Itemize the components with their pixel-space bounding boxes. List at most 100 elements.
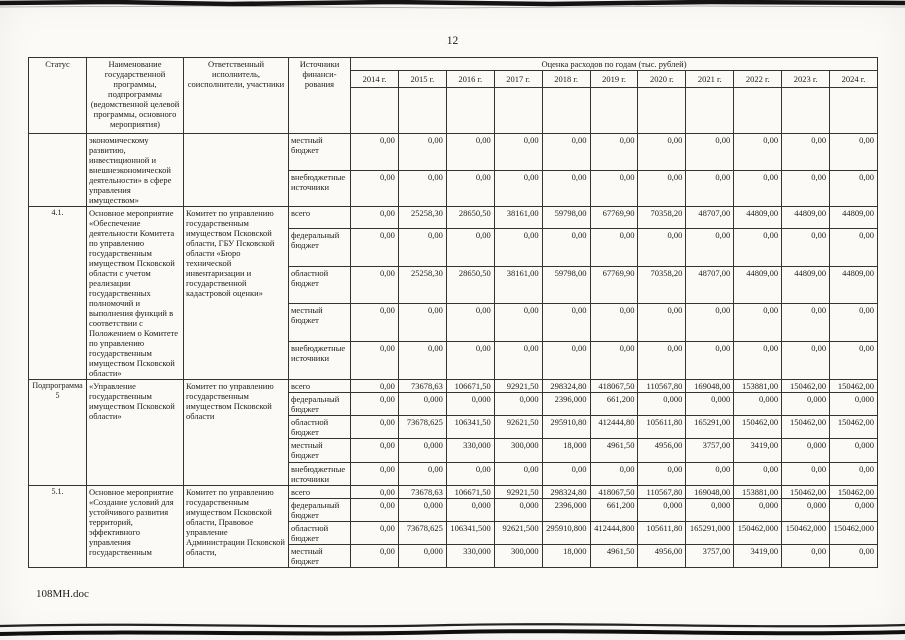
cell-value: 150462,00 <box>781 415 831 440</box>
cell-executor: Комитет по управлению государственным им… <box>183 379 289 486</box>
cell-value: 0,00 <box>397 303 447 343</box>
cell-value: 165291,000 <box>685 520 735 545</box>
cell-value: 0,00 <box>397 461 447 486</box>
cell-value: 44809,00 <box>733 265 783 305</box>
cell-value: 25258,30 <box>397 206 447 229</box>
cell-value: 25258,30 <box>397 265 447 305</box>
table-row: местный бюджет 0,00 0,000 330,000 300,000 18,… <box>29 543 878 568</box>
table-row: Подпрограмма 5 «Управление государственны… <box>28 379 878 486</box>
cell-value: 44809,00 <box>781 206 831 229</box>
cell-value: 0,00 <box>493 341 543 381</box>
cell-value: 0,000 <box>685 392 735 417</box>
cell-value: 0,000 <box>781 497 831 522</box>
cell-source: федеральный бюджет <box>288 227 351 267</box>
cell-value: 0,00 <box>350 484 399 499</box>
cell-value: 300,000 <box>493 543 543 568</box>
header-spacer-cell <box>541 87 591 135</box>
cell-source: местный бюджет <box>288 303 351 343</box>
table-row: федеральный бюджет 0,00 0,000 0,000 0,000 239… <box>29 392 878 417</box>
cell-value: 92921,50 <box>493 484 543 499</box>
cell-value: 0,00 <box>350 520 399 545</box>
scan-edge-top-artifact <box>0 0 905 9</box>
cell-value: 2396,000 <box>541 497 591 522</box>
cell-value: 0,00 <box>541 461 591 486</box>
cell-value: 0,00 <box>637 169 687 208</box>
cell-source: областной бюджет <box>288 520 351 545</box>
scan-edge-bottom-artifact <box>0 623 905 636</box>
table-row: внебюджетные источники 0,00 0,00 0,00 0,00 0,… <box>29 461 878 486</box>
cell-value: 0,00 <box>493 169 543 208</box>
cell-value: 4961,50 <box>589 438 639 463</box>
cell-value: 150462,000 <box>781 520 831 545</box>
cell-value: 418067,50 <box>589 379 639 394</box>
cell-value: 418067,50 <box>589 484 639 499</box>
cell-value: 0,00 <box>350 415 399 440</box>
cell-value: 150462,00 <box>781 379 831 394</box>
header-spacer-cell <box>445 87 495 135</box>
cell-value: 0,00 <box>685 341 735 381</box>
expenses-table: Статус Наименование государственной прогр… <box>28 56 878 568</box>
cell-value: 4961,50 <box>589 543 639 568</box>
cell-value: 0,00 <box>829 227 878 267</box>
cell-value: 150462,00 <box>829 379 878 394</box>
cell-value: 0,00 <box>350 461 399 486</box>
cell-value: 0,00 <box>781 461 831 486</box>
cell-value: 0,00 <box>350 341 399 381</box>
table-row: внебюджетные источники 0,00 0,00 0,00 0,00 0,… <box>29 169 878 208</box>
cell-value: 0,00 <box>350 543 399 568</box>
header-year-2019: 2019 г. <box>589 70 639 89</box>
cell-value: 106341,50 <box>445 415 495 440</box>
cell-value: 92921,50 <box>493 379 543 394</box>
cell-value: 67769,90 <box>589 265 639 305</box>
header-spacer-cell <box>637 87 687 135</box>
cell-value: 169048,00 <box>685 379 735 394</box>
cell-value: 0,00 <box>829 303 878 343</box>
cell-value: 0,00 <box>829 169 878 208</box>
cell-source: всего <box>288 484 351 499</box>
cell-value: 38161,00 <box>493 265 543 305</box>
cell-value: 0,00 <box>445 341 495 381</box>
cell-value: 298324,80 <box>541 379 591 394</box>
cell-value: 4956,00 <box>637 543 687 568</box>
cell-value: 0,000 <box>829 497 878 522</box>
cell-value: 0,00 <box>350 379 399 394</box>
cell-value: 28650,50 <box>445 265 495 305</box>
cell-value: 0,00 <box>350 497 399 522</box>
cell-value: 0,00 <box>685 133 735 171</box>
cell-value: 0,00 <box>781 303 831 343</box>
cell-value: 0,00 <box>685 227 735 267</box>
cell-value: 0,00 <box>685 169 735 208</box>
header-row-main: Статус Наименование государственной прогр… <box>28 56 878 135</box>
cell-value: 153881,00 <box>733 379 783 394</box>
cell-value: 0,000 <box>637 497 687 522</box>
cell-value: 67769,90 <box>589 206 639 229</box>
cell-value: 0,00 <box>350 206 399 229</box>
header-year-2018: 2018 г. <box>541 70 591 89</box>
cell-value: 0,00 <box>829 543 878 568</box>
table-body: экономическому развитию, инвестиционной … <box>28 133 878 568</box>
header-program: Наименование государственной программы, … <box>86 56 184 135</box>
cell-value: 44809,00 <box>733 206 783 229</box>
cell-value: 0,00 <box>589 227 639 267</box>
cell-value: 0,000 <box>493 392 543 417</box>
cell-status: 5.1. <box>28 484 87 568</box>
cell-value: 70358,20 <box>637 206 687 229</box>
cell-value: 0,00 <box>397 341 447 381</box>
cell-value: 59798,00 <box>541 206 591 229</box>
cell-value: 0,000 <box>637 392 687 417</box>
cell-value: 48707,00 <box>685 265 735 305</box>
cell-value: 3419,00 <box>733 543 783 568</box>
cell-value: 18,000 <box>541 543 591 568</box>
table-row: местный бюджет 0,00 0,00 0,00 0,00 0,00 0,00 0,… <box>29 303 878 343</box>
cell-value: 0,000 <box>397 543 447 568</box>
cell-value: 150462,000 <box>829 520 878 545</box>
header-year-2021: 2021 г. <box>685 70 735 89</box>
cell-status: 4.1. <box>28 206 87 381</box>
cell-value: 0,000 <box>397 438 447 463</box>
cell-value: 2396,000 <box>541 392 591 417</box>
cell-value: 106341,500 <box>445 520 495 545</box>
cell-value: 44809,00 <box>829 265 878 305</box>
cell-value: 0,00 <box>733 303 783 343</box>
cell-value: 73678,625 <box>397 415 447 440</box>
